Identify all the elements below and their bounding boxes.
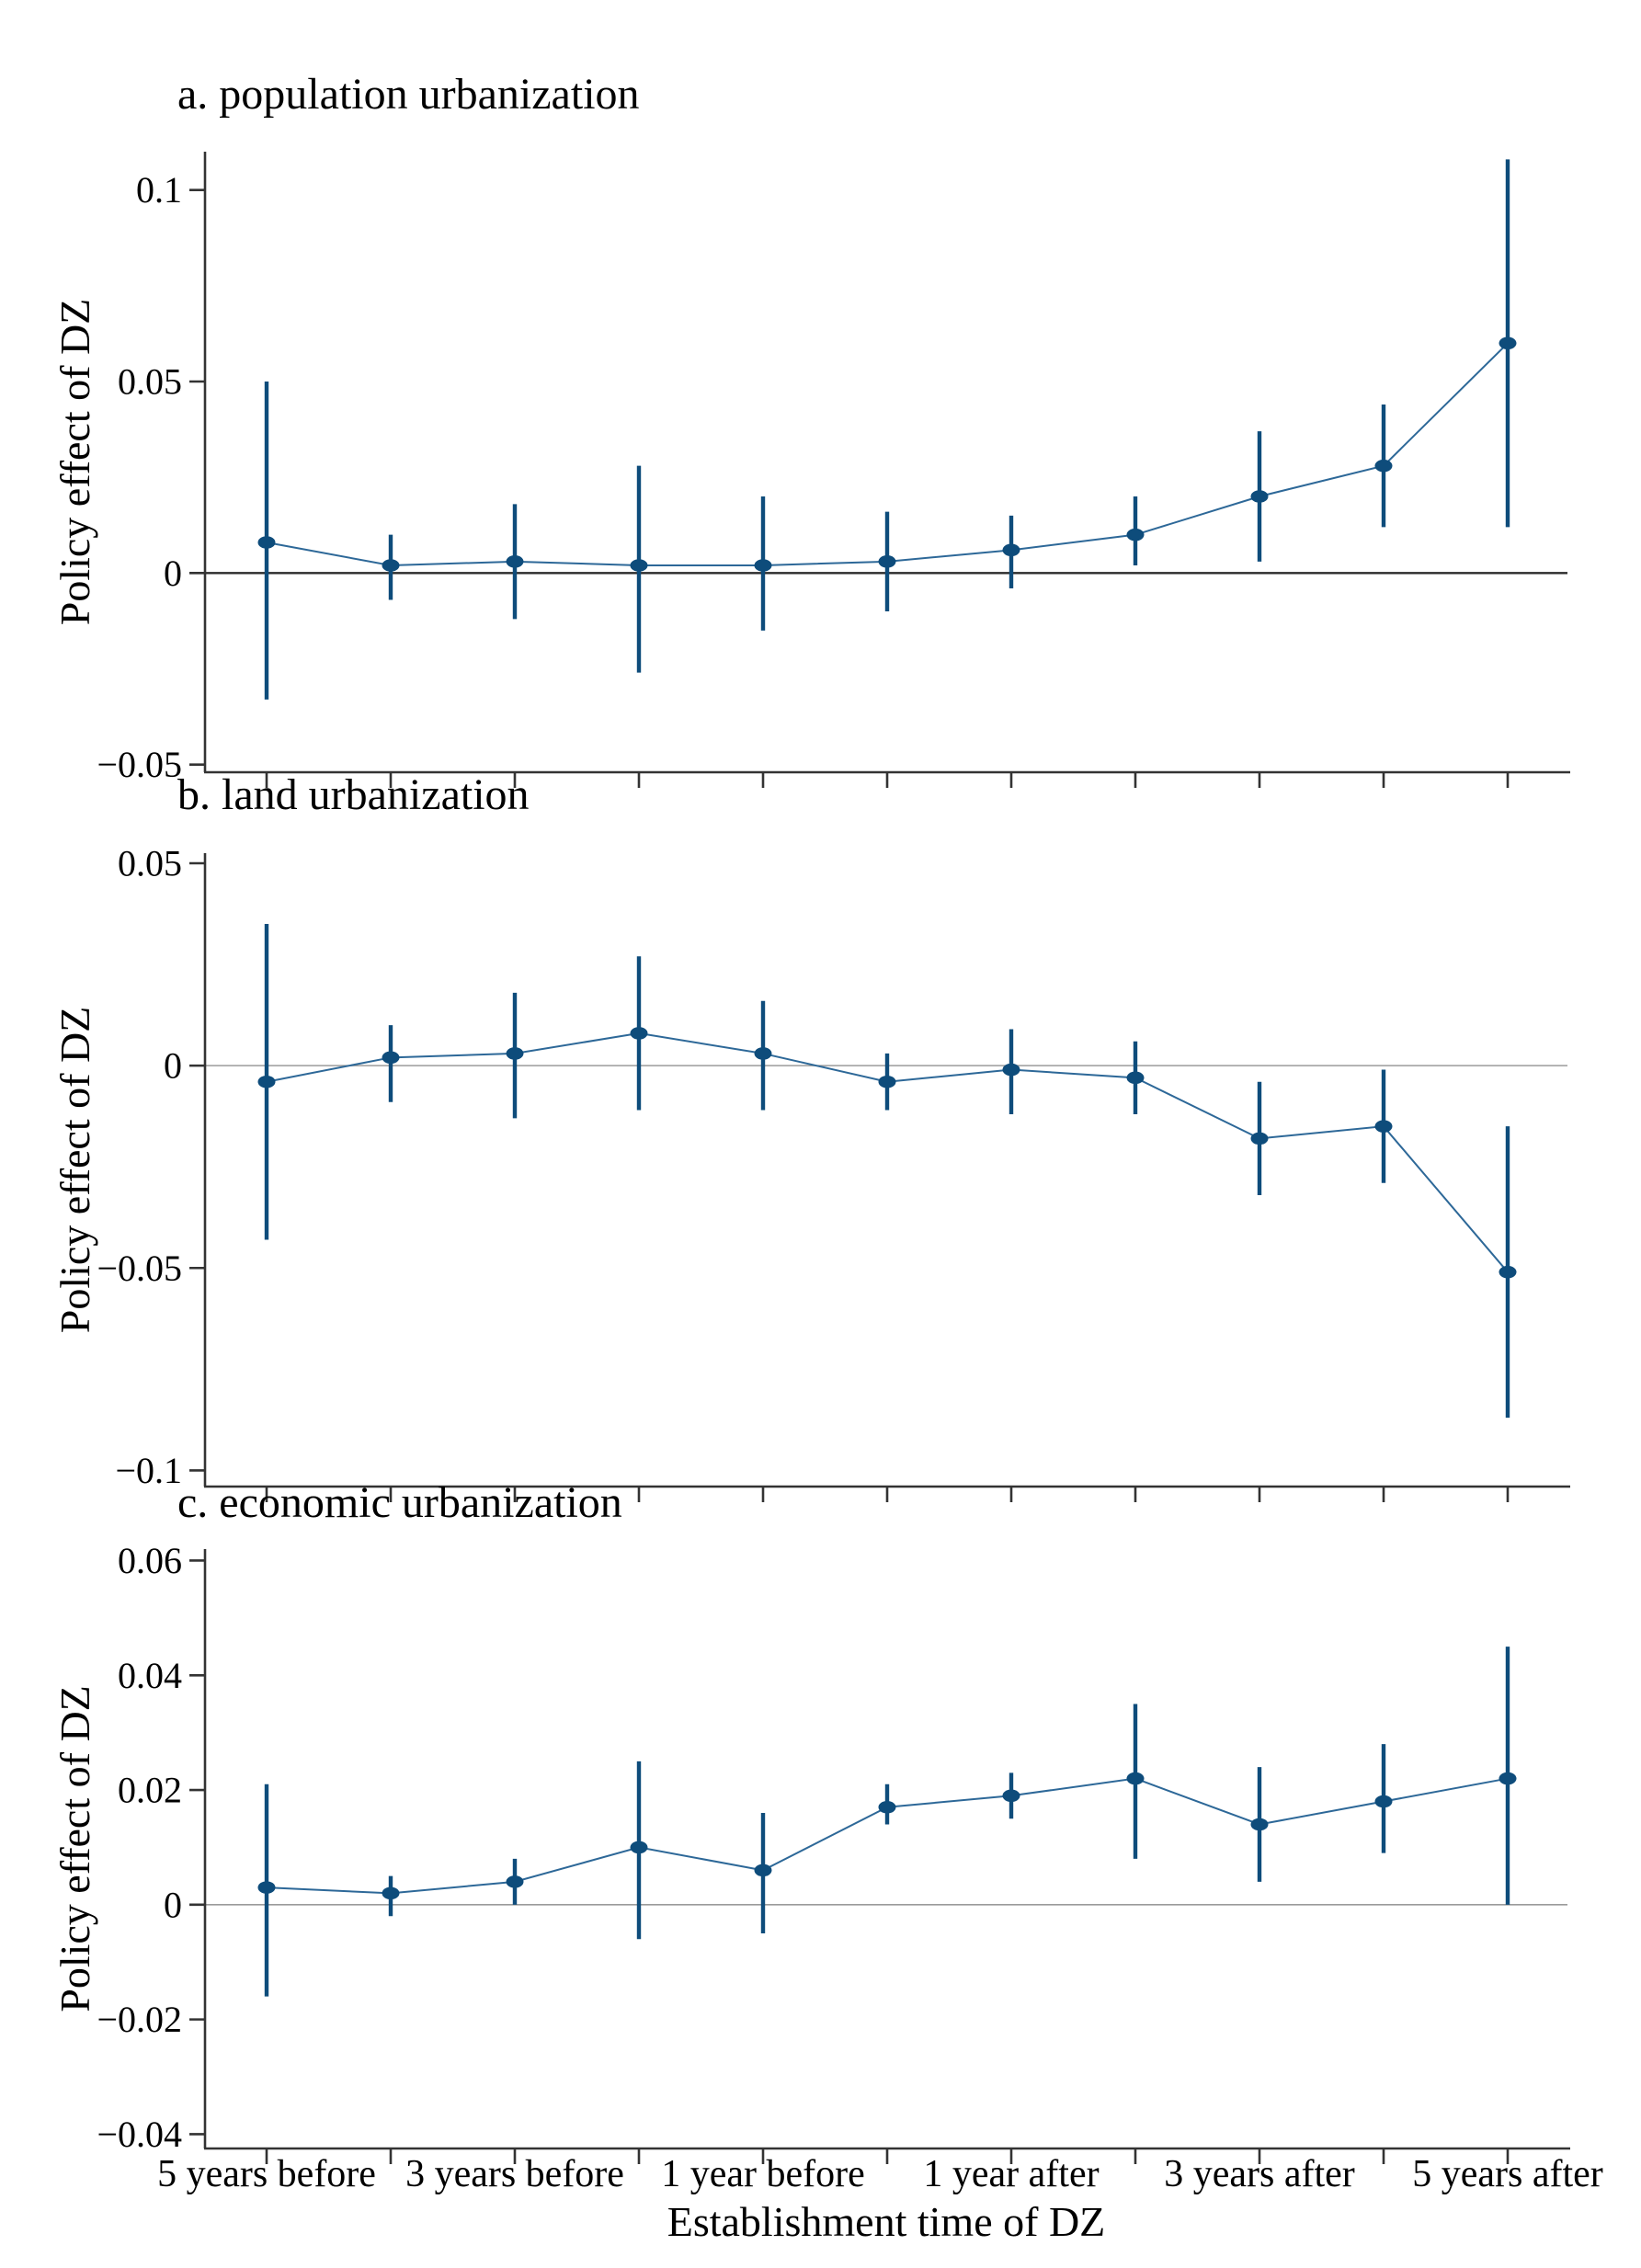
data-point (1002, 543, 1020, 557)
data-point (382, 1886, 400, 1900)
panel-c: c. economic urbanization Policy effect of… (51, 1478, 1603, 2245)
y-tick-label: 0 (164, 1045, 182, 1087)
data-point (1374, 1795, 1393, 1808)
data-point (1374, 1120, 1393, 1133)
data-point (382, 1051, 400, 1065)
panel-a-title: a. population urbanization (177, 70, 640, 119)
y-tick-label: 0.05 (118, 843, 182, 884)
y-tick-label: 0.1 (136, 169, 182, 211)
data-point (754, 1047, 772, 1060)
data-point (257, 1075, 276, 1088)
data-point (1499, 1265, 1517, 1279)
x-tick-label: 5 years after (1412, 2153, 1603, 2195)
data-point (1374, 459, 1393, 473)
data-point (1250, 490, 1269, 503)
y-tick-label: 0.05 (118, 361, 182, 403)
panel-b: b. land urbanization Policy effect of DZ 0… (51, 770, 1570, 1502)
y-axis-label: Policy effect of DZ (51, 1685, 98, 2012)
data-point (1126, 1071, 1145, 1085)
y-tick-label: 0.04 (118, 1655, 182, 1696)
y-tick-label: −0.02 (97, 1999, 182, 2040)
data-point (1126, 528, 1145, 541)
data-point (257, 1881, 276, 1894)
data-point (1499, 1772, 1517, 1785)
y-axis-label: Policy effect of DZ (51, 299, 98, 626)
y-axis-label: Policy effect of DZ (51, 1007, 98, 1334)
y-tick-label: −0.1 (115, 1450, 182, 1491)
y-tick-label: −0.04 (97, 2114, 182, 2155)
data-point (630, 1841, 648, 1854)
data-point (878, 1075, 896, 1088)
x-tick-label: 1 year after (923, 2153, 1099, 2195)
data-point (754, 559, 772, 572)
data-point (878, 1800, 896, 1814)
data-point (878, 555, 896, 568)
y-tick-label: 0 (164, 553, 182, 594)
panel-a: a. population urbanization Policy effect … (51, 70, 1570, 788)
y-tick-label: −0.05 (97, 1248, 182, 1289)
data-point (1499, 336, 1517, 350)
x-tick-label: 3 years before (405, 2153, 624, 2195)
data-point (630, 559, 648, 572)
panel-b-title: b. land urbanization (177, 770, 530, 819)
data-point (1126, 1772, 1145, 1785)
data-point (506, 555, 524, 568)
y-tick-label: −0.05 (97, 744, 182, 785)
data-point (1250, 1132, 1269, 1145)
panel-c-title: c. economic urbanization (177, 1478, 622, 1527)
data-point (1002, 1063, 1020, 1077)
x-axis-label: Establishment time of DZ (667, 2198, 1106, 2245)
x-tick-label: 5 years before (157, 2153, 376, 2195)
data-point (382, 559, 400, 572)
data-point (506, 1047, 524, 1060)
data-point (754, 1863, 772, 1877)
y-tick-label: 0 (164, 1884, 182, 1925)
y-tick-label: 0.06 (118, 1540, 182, 1581)
data-point (1002, 1789, 1020, 1803)
data-point (630, 1027, 648, 1040)
data-point (506, 1875, 524, 1888)
x-tick-label: 3 years after (1164, 2153, 1355, 2195)
y-tick-label: 0.02 (118, 1770, 182, 1811)
data-point (1250, 1818, 1269, 1831)
x-tick-label: 1 year before (661, 2153, 865, 2195)
data-point (257, 536, 276, 549)
